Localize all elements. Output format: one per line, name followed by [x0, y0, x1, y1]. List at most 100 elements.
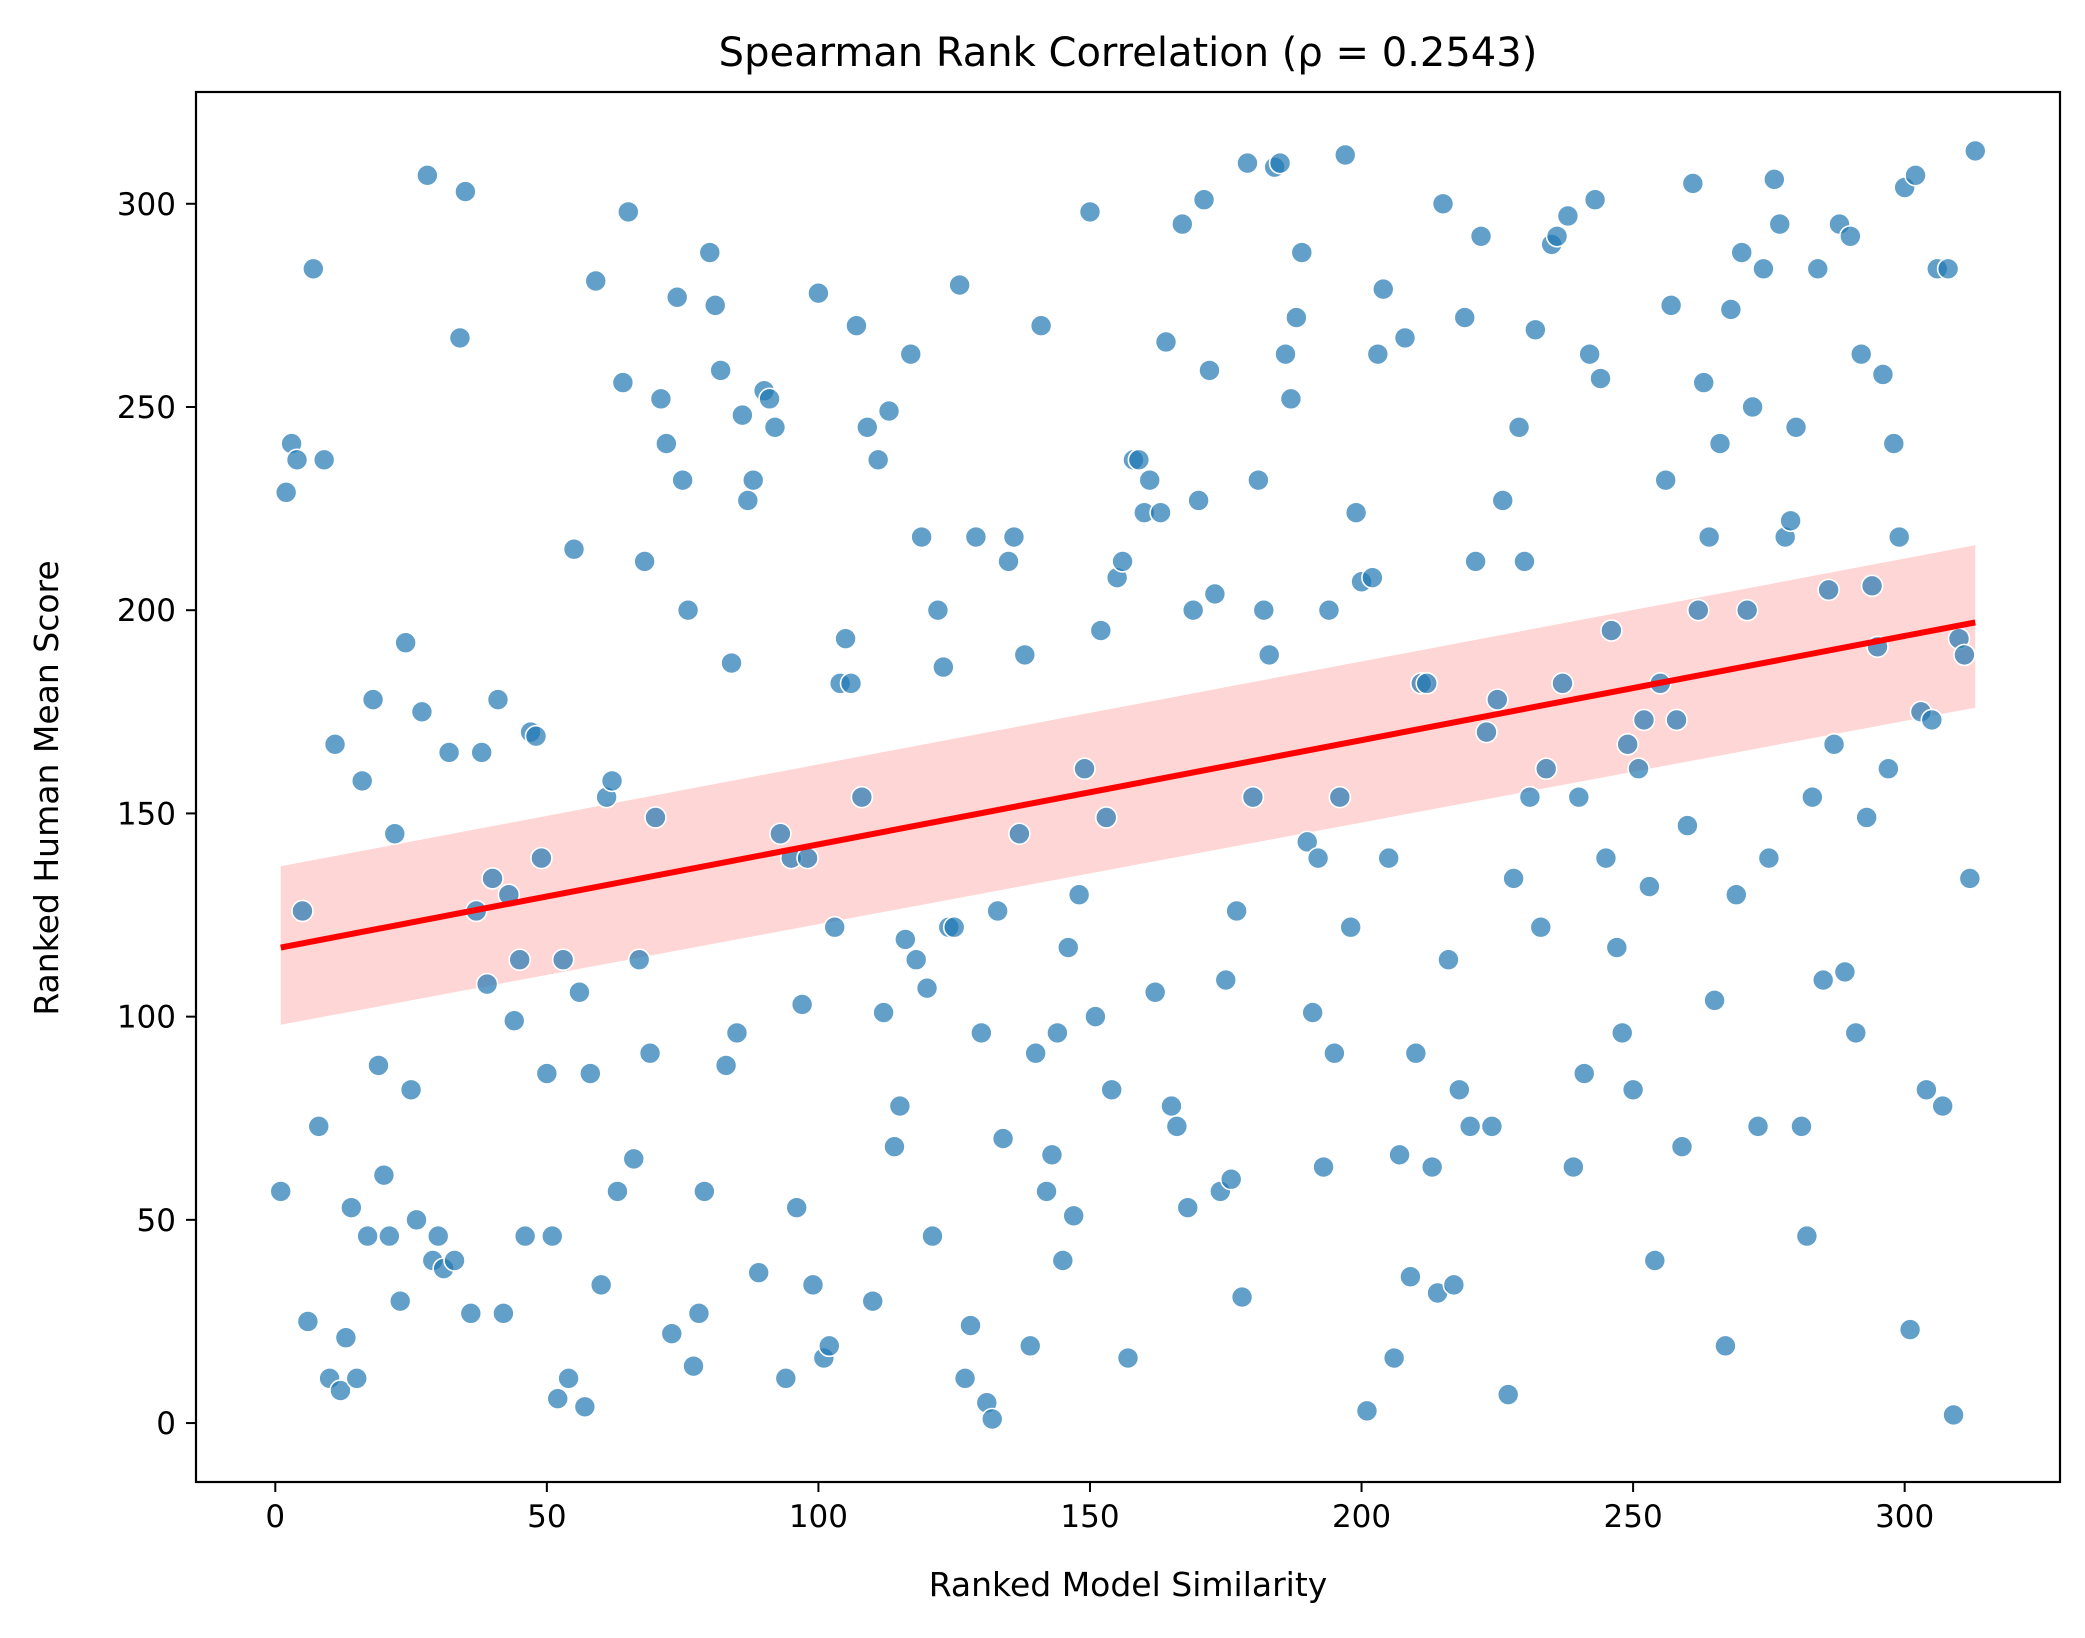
data-point [372, 1163, 396, 1187]
data-point [720, 651, 743, 675]
data-point [731, 403, 754, 427]
data-point [568, 980, 591, 1004]
data-point [1551, 672, 1574, 695]
data-point [1149, 501, 1172, 524]
data-point [1328, 785, 1352, 809]
data-point [883, 1135, 906, 1158]
data-point [1724, 883, 1748, 907]
data-point [302, 257, 325, 281]
data-point [1931, 1094, 1954, 1118]
data-point [1008, 822, 1031, 846]
data-point [823, 915, 847, 939]
data-point [269, 1180, 293, 1203]
data-point [1453, 306, 1477, 329]
data-point [622, 1147, 646, 1171]
data-point [1877, 757, 1900, 781]
data-point [1067, 883, 1091, 907]
data-point [1524, 318, 1547, 342]
data-point [959, 1314, 982, 1337]
data-point [524, 724, 548, 748]
y-tick-label: 0 [156, 1406, 176, 1442]
data-point [1659, 294, 1683, 317]
data-point [589, 1273, 613, 1297]
data-point [410, 700, 434, 724]
data-point [1312, 1155, 1335, 1179]
data-point [1849, 342, 1873, 366]
data-point [1513, 550, 1536, 573]
data-point [1165, 1115, 1189, 1138]
data-point [1203, 582, 1227, 606]
data-point [1882, 432, 1906, 455]
data-point [948, 273, 971, 297]
data-point [573, 1395, 597, 1419]
data-point [1779, 509, 1802, 533]
data-point [1382, 1346, 1406, 1370]
data-point [399, 1078, 423, 1102]
data-point [1790, 1115, 1813, 1138]
data-point [1871, 363, 1895, 386]
data-point [714, 1054, 738, 1077]
data-point [1556, 204, 1580, 228]
data-point [1192, 188, 1216, 212]
data-point [1116, 1346, 1140, 1370]
data-point [671, 468, 694, 492]
data-point [1730, 241, 1754, 264]
data-point [329, 1379, 352, 1402]
data-point [915, 976, 939, 1000]
data-point [1198, 359, 1221, 382]
data-point [1214, 968, 1238, 992]
data-point [1801, 785, 1824, 809]
data-point [1480, 1115, 1504, 1138]
data-point [888, 1094, 912, 1118]
data-point [454, 180, 477, 203]
data-point [1491, 489, 1515, 512]
data-point [492, 1302, 515, 1325]
data-point [1252, 598, 1276, 622]
data-point [1285, 306, 1308, 329]
data-point [1833, 960, 1857, 984]
data-point [426, 1224, 450, 1248]
data-point [1062, 1204, 1085, 1228]
data-point [904, 948, 928, 972]
data-point [1496, 1383, 1520, 1406]
data-point [1616, 733, 1639, 756]
data-point [1915, 1078, 1938, 1102]
data-point [312, 448, 336, 472]
data-point [1040, 1143, 1064, 1167]
data-point [1437, 948, 1460, 972]
data-point [1817, 578, 1840, 602]
data-point [1127, 448, 1151, 472]
data-point [394, 631, 417, 655]
data-point [1160, 1094, 1183, 1118]
data-point [660, 1322, 684, 1345]
data-point [1763, 168, 1786, 191]
data-point [562, 537, 586, 561]
data-point [774, 1367, 798, 1390]
data-point [741, 468, 765, 492]
data-point [1448, 1078, 1471, 1102]
data-point [1366, 342, 1390, 366]
data-point [1529, 915, 1553, 939]
data-point [1502, 867, 1525, 890]
data-point [1393, 326, 1417, 350]
data-point [790, 993, 814, 1016]
data-point [1610, 1021, 1634, 1045]
data-point [698, 241, 722, 264]
x-tick-label: 250 [1604, 1499, 1663, 1535]
data-point [285, 448, 309, 472]
data-point [437, 741, 461, 764]
x-tick-label: 150 [1060, 1499, 1119, 1535]
y-tick-label: 200 [117, 593, 176, 629]
data-point [1942, 1403, 1965, 1427]
data-point [1475, 720, 1498, 744]
data-point [1029, 314, 1053, 337]
data-point [600, 769, 624, 793]
data-point [1697, 525, 1721, 549]
data-point [1187, 489, 1210, 512]
data-point [1844, 1021, 1868, 1045]
data-point [1323, 1041, 1346, 1065]
data-point [296, 1310, 320, 1333]
data-point [910, 525, 933, 549]
data-point [1176, 1196, 1200, 1219]
